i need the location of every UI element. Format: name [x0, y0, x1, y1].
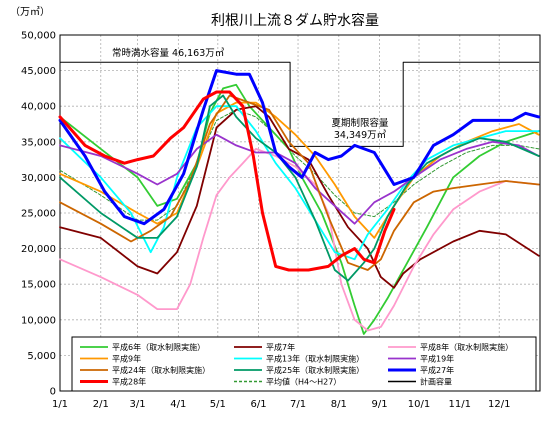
- chart-title: 利根川上流８ダム貯水容量: [211, 12, 379, 29]
- y-tick-label: 45,000: [21, 66, 56, 77]
- x-tick-label: 2/1: [93, 399, 109, 410]
- legend-label: 計画容量: [420, 377, 452, 387]
- legend-box: [71, 336, 537, 392]
- legend-label: 平成9年: [112, 354, 141, 364]
- normal-capacity-label: 常時満水容量 46,163万㎥: [112, 47, 225, 59]
- series-line: [58, 90, 396, 272]
- x-tick-label: 8/1: [331, 399, 347, 410]
- y-tick-label: 40,000: [21, 102, 56, 113]
- x-axis: 1/1 2/1 3/1 4/1 5/1 6/1 7/1 8/1 9/1 10/1 11/1 12/1: [52, 399, 511, 410]
- y-tick-label: 0: [50, 387, 56, 398]
- summer-limit-title: 夏期制限容量: [331, 117, 389, 129]
- y-tick-label: 15,000: [21, 280, 56, 291]
- series-line: [59, 61, 540, 147]
- legend-label: 平成27年: [420, 365, 454, 375]
- legend-label: 平成6年（取水制限実施）: [112, 342, 205, 352]
- x-tick-label: 10/1: [408, 399, 430, 410]
- legend-label: 平成25年（取水制限実施）: [266, 365, 364, 375]
- legend-label: 平成28年: [112, 377, 146, 387]
- legend-label: 平成13年（取水制限実施）: [266, 354, 364, 364]
- legend-label: 平成19年: [420, 354, 454, 364]
- y-tick-label: 20,000: [21, 244, 56, 255]
- legend-label: 平成8年（取水制限実施）: [420, 342, 513, 352]
- summer-limit-value: 34,349万㎥: [334, 129, 387, 141]
- y-tick-label: 35,000: [21, 137, 56, 148]
- legend-label: 平均値（H4～H27）: [266, 377, 341, 387]
- y-tick-label: 10,000: [21, 315, 56, 326]
- annotations: 常時満水容量 46,163万㎥ 夏期制限容量 34,349万㎥: [112, 47, 389, 141]
- x-tick-label: 9/1: [372, 399, 388, 410]
- y-tick-label: 25,000: [21, 209, 56, 220]
- x-tick-label: 3/1: [130, 399, 146, 410]
- series-line: [59, 133, 540, 225]
- legend-label: 平成24年（取水制限実施）: [112, 365, 210, 375]
- y-tick-label: 30,000: [21, 173, 56, 184]
- y-tick-label: 50,000: [21, 31, 56, 42]
- x-tick-label: 11/1: [449, 399, 471, 410]
- series-line: [59, 109, 540, 221]
- x-tick-label: 6/1: [251, 399, 267, 410]
- x-tick-label: 4/1: [170, 399, 186, 410]
- y-unit-label: （万㎥）: [10, 5, 50, 18]
- x-tick-label: 5/1: [210, 399, 226, 410]
- y-axis: 0 5,000 10,000 15,000 20,000 25,000 30,000 35,0…: [21, 31, 56, 398]
- series-line: [59, 105, 540, 289]
- x-tick-label: 1/1: [52, 399, 68, 410]
- legend-label: 平成7年: [266, 342, 295, 352]
- x-tick-label: 7/1: [290, 399, 306, 410]
- series-lines: [58, 61, 541, 335]
- series-line: [59, 94, 540, 271]
- series-line: [59, 94, 540, 282]
- legend: 平成6年（取水制限実施） 平成7年 平成8年（取水制限実施） 平成9年 平成13年（取水…: [71, 336, 537, 392]
- x-tick-label: 12/1: [488, 399, 510, 410]
- series-line: [58, 69, 541, 226]
- y-tick-label: 5,000: [27, 351, 56, 362]
